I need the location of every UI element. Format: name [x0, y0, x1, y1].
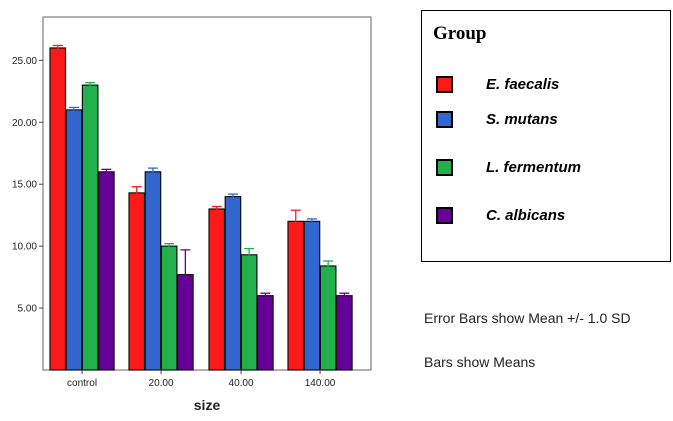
error-bars-note: Error Bars show Mean +/- 1.0 SD: [424, 310, 631, 326]
bar: [208, 208, 226, 371]
legend-item-c-albicans: C. albicans: [436, 204, 565, 226]
bar: [65, 109, 83, 371]
legend-label: C. albicans: [486, 206, 566, 224]
bar: [319, 265, 337, 371]
bar: [160, 245, 178, 371]
x-tick-label: 40.00: [229, 378, 254, 389]
x-tick-label: 140.00: [305, 378, 336, 389]
legend-swatch: [436, 158, 453, 176]
legend-label: S. mutans: [486, 110, 558, 128]
bar: [144, 171, 162, 371]
legend: Group E. faecalis S. mutans L. fermentum…: [421, 10, 671, 262]
legend-item-s-mutans: S. mutans: [436, 108, 558, 130]
bar: [240, 254, 258, 371]
legend-title: Group: [433, 23, 487, 44]
bar: [303, 220, 321, 371]
bar: [49, 47, 67, 371]
y-tick-label: 10.00: [12, 242, 37, 253]
legend-label: E. faecalis: [486, 75, 560, 93]
bars-note: Bars show Means: [424, 354, 536, 370]
bar: [257, 295, 274, 371]
legend-swatch: [436, 206, 453, 224]
bar: [224, 195, 242, 371]
legend-item-e-faecalis: E. faecalis: [436, 73, 559, 95]
legend-item-l-fermentum: L. fermentum: [436, 156, 581, 178]
legend-swatch: [436, 110, 453, 128]
legend-label: L. fermentum: [486, 158, 582, 176]
y-tick-label: 25.00: [12, 56, 37, 67]
bar-chart: 5.00 10.00 15.00 20.00 25.00 control 20.00 40.0…: [12, 16, 372, 413]
bar: [81, 84, 99, 371]
bar: [336, 295, 353, 371]
x-axis-label: size: [194, 397, 221, 413]
bar: [287, 220, 305, 371]
legend-swatch: [436, 75, 453, 93]
y-tick-label: 15.00: [12, 180, 37, 191]
x-tick-label: control: [67, 378, 97, 389]
x-tick-label: 20.00: [149, 378, 174, 389]
bar: [97, 171, 115, 371]
y-tick-label: 20.00: [12, 118, 37, 129]
y-tick-label: 5.00: [18, 304, 38, 315]
bar: [128, 192, 146, 371]
